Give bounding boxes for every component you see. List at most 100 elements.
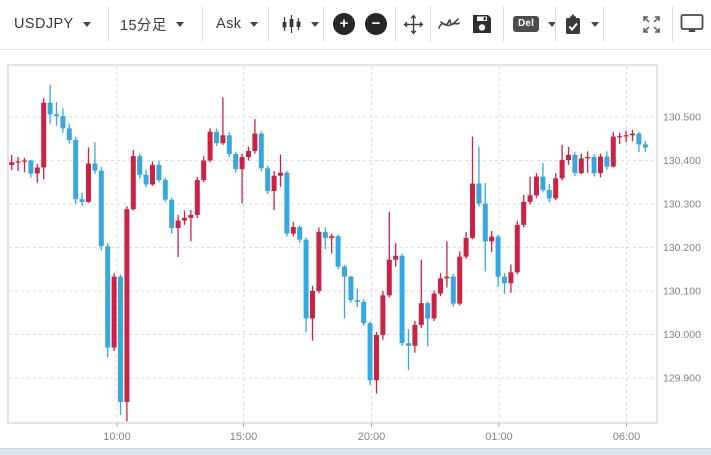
candle-body [406, 343, 411, 346]
candle-body [66, 128, 72, 141]
pan-button[interactable] [402, 0, 425, 48]
candle-body [124, 209, 130, 402]
candle-body [367, 323, 373, 381]
candle-body [489, 236, 495, 242]
candle-body [450, 276, 456, 304]
candle-body [412, 324, 418, 346]
price-side-dropdown[interactable]: Ask [216, 0, 259, 48]
y-axis-label: 130.100 [663, 286, 701, 298]
candle-body [290, 227, 296, 234]
toolbar-separator [430, 6, 431, 42]
candle-body [642, 144, 648, 148]
delete-dropdown[interactable]: Del [513, 0, 557, 48]
toolbar-separator [672, 6, 673, 42]
candle-body [438, 278, 443, 294]
save-button[interactable] [470, 0, 494, 48]
candle-body [265, 168, 271, 191]
x-axis-label: 20:00 [358, 431, 386, 443]
caret-down-icon [250, 21, 259, 27]
toolbar-separator [202, 6, 203, 42]
candle-body [559, 160, 565, 179]
zoom-in-button[interactable]: + [333, 13, 355, 35]
candle-body [60, 116, 66, 129]
plus-icon: + [339, 15, 349, 32]
y-axis-label: 130.500 [663, 112, 701, 124]
draw-button[interactable] [437, 0, 461, 48]
candle-body [118, 276, 123, 402]
candlestick-chart-type-icon [281, 13, 302, 35]
candle-body [335, 236, 341, 267]
candle-body [188, 214, 194, 218]
candle-body [98, 170, 104, 247]
candle-body [329, 236, 335, 238]
candle-body [73, 140, 79, 200]
checklist-dropdown[interactable] [564, 0, 599, 48]
candle-body [41, 102, 47, 168]
toolbar-separator [503, 6, 504, 42]
symbol-dropdown[interactable]: USDJPY [14, 0, 91, 48]
zoom-out-button[interactable]: − [365, 13, 387, 35]
candle-body [457, 256, 463, 304]
pan-move-icon [402, 13, 425, 36]
candle-body [534, 176, 539, 196]
candle-body [194, 180, 200, 215]
candle-body [220, 135, 226, 144]
checklist-clipboard-icon [564, 13, 582, 36]
candle-body [380, 295, 386, 335]
candle-body [9, 162, 15, 165]
candle-body [310, 291, 315, 319]
candle-body [585, 157, 591, 159]
candle-body [354, 300, 360, 302]
candle-body [342, 266, 347, 277]
candle-body [182, 217, 187, 221]
y-axis-label: 129.900 [663, 373, 701, 385]
candle-body [214, 131, 219, 144]
candle-body [425, 303, 431, 319]
y-axis-label: 130.000 [663, 329, 701, 341]
candle-body [150, 164, 155, 185]
popout-button[interactable] [680, 0, 704, 48]
candle-body [476, 183, 482, 204]
candle-body [361, 301, 367, 324]
candle-body [54, 114, 59, 117]
candle-body [22, 160, 27, 162]
candle-body [233, 153, 239, 170]
candle-body [130, 156, 136, 210]
candle-body [79, 199, 85, 202]
fullscreen-expand-icon [641, 14, 662, 35]
candle-body [86, 163, 91, 202]
fullscreen-button[interactable] [641, 0, 662, 48]
timeframe-label: 15分足 [120, 17, 167, 34]
candle-body [636, 133, 642, 145]
minus-icon: − [371, 15, 381, 32]
candle-body [156, 164, 162, 181]
y-axis-label: 130.300 [663, 199, 701, 211]
candle-body [598, 156, 603, 174]
toolbar-separator [555, 6, 556, 42]
candle-body [169, 199, 175, 228]
candle-body [463, 237, 469, 257]
candle-body [111, 276, 117, 348]
candle-body [514, 224, 520, 273]
candle-body [610, 136, 616, 167]
candle-body [470, 183, 475, 238]
caret-down-icon [591, 21, 599, 27]
candle-body [246, 150, 251, 158]
candle-body [393, 255, 399, 260]
candle-body [540, 176, 546, 191]
candle-body [284, 172, 290, 234]
chart-type-dropdown[interactable] [281, 0, 319, 48]
timeframe-dropdown[interactable]: 15分足 [120, 0, 184, 48]
candle-body [258, 133, 264, 169]
caret-down-icon [175, 21, 184, 27]
candle-body [348, 276, 354, 301]
toolbar-separator [395, 6, 396, 42]
y-axis-label: 130.400 [663, 155, 701, 167]
candle-body [546, 190, 552, 199]
candle-body [521, 201, 527, 225]
toolbar-separator [108, 6, 109, 42]
candle-body [502, 276, 507, 284]
candle-body [207, 131, 213, 161]
candle-body [297, 227, 303, 240]
